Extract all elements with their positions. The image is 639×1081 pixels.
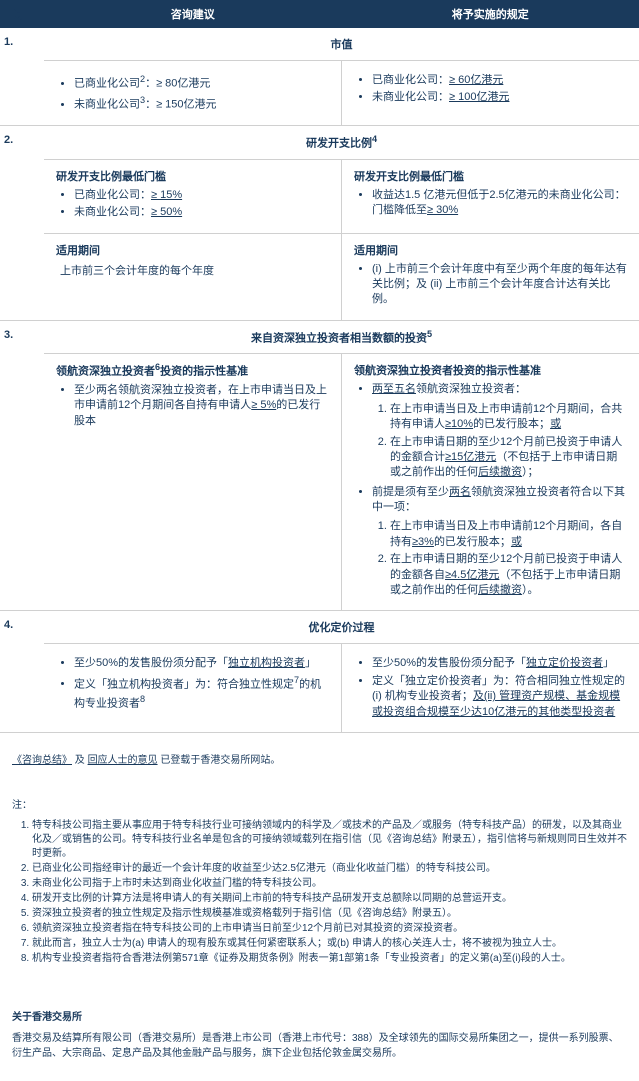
list-item: 至少两名领航资深独立投资者，在上市申请当日及上市申请前12个月期间各自持有申请人… xyxy=(74,383,329,429)
section-pricing: 4. 优化定价过程 至少50%的发售股份须分配予「独立机构投资者」 定义「独立机… xyxy=(0,611,639,733)
header-implement: 将予实施的规定 xyxy=(342,0,639,28)
section-title: 市值 xyxy=(44,28,639,61)
period-text: 上市前三个会计年度的每个年度 xyxy=(56,262,329,278)
list-item: 定义「独立定价投资者」为：符合相同独立性规定的(i) 机构专业投资者；及(ii)… xyxy=(372,674,627,720)
section-title: 优化定价过程 xyxy=(44,611,639,644)
list-item: 未商业化公司：≥ 50% xyxy=(74,205,329,220)
footnote: 就此而言，独立人士为(a) 申请人的现有股东或其任何紧密联系人；或(b) 申请人… xyxy=(32,937,627,951)
section-number: 2. xyxy=(0,126,44,320)
consultation-link-row: 《咨询总结》 及 回应人士的意见 已登载于香港交易所网站。 xyxy=(0,733,639,778)
section-rd-ratio: 2. 研发开支比例4 研发开支比例最低门槛 已商业化公司：≥ 15% 未商业化公… xyxy=(0,126,639,321)
about-title: 关于香港交易所 xyxy=(12,1010,627,1025)
section-title: 研发开支比例4 xyxy=(44,126,639,160)
implement-cell: 领航资深独立投资者投资的指示性基准 两至五名领航资深独立投资者： 在上市申请当日… xyxy=(342,354,639,610)
sub-label: 适用期间 xyxy=(56,242,329,258)
list-item: 两至五名领航资深独立投资者： 在上市申请当日及上市申请前12个月期间，合共持有申… xyxy=(372,382,627,480)
list-item: 在上市申请日期的至少12个月前已投资于申请人的金额合计≥15亿港元（不包括于上市… xyxy=(390,435,627,481)
consult-cell: 已商业化公司2：≥ 80亿港元 未商业化公司3：≥ 150亿港元 xyxy=(44,61,342,125)
section-number: 4. xyxy=(0,611,44,732)
list-item: 已商业化公司：≥ 15% xyxy=(74,188,329,203)
about-section: 关于香港交易所 香港交易及结算所有限公司（香港交易所）是香港上市公司（香港上市代… xyxy=(0,980,639,1081)
section-market-cap: 1. 市值 已商业化公司2：≥ 80亿港元 未商业化公司3：≥ 150亿港元 已… xyxy=(0,28,639,126)
consult-cell: 领航资深独立投资者6投资的指示性基准 至少两名领航资深独立投资者，在上市申请当日… xyxy=(44,354,342,610)
sub-label: 研发开支比例最低门槛 xyxy=(354,168,627,184)
list-item: 至少50%的发售股份须分配予「独立定价投资者」 xyxy=(372,656,627,671)
footnote: 特专科技公司指主要从事应用于特专科技行业可接纳领域内的科学及／或技术的产品及／或… xyxy=(32,819,627,861)
list-item: 前提是须有至少两名领航资深独立投资者符合以下其中一项： 在上市申请当日及上市申请… xyxy=(372,485,627,599)
sub-label: 领航资深独立投资者投资的指示性基准 xyxy=(354,362,627,378)
section-investors: 3. 来自资深独立投资者相当数额的投资5 领航资深独立投资者6投资的指示性基准 … xyxy=(0,321,639,612)
footnote: 已商业化公司指经审计的最近一个会计年度的收益至少达2.5亿港元（商业化收益门槛）… xyxy=(32,862,627,876)
list-item: 已商业化公司：≥ 60亿港元 xyxy=(372,73,627,88)
sub-label: 领航资深独立投资者6投资的指示性基准 xyxy=(56,362,329,379)
responses-link[interactable]: 回应人士的意见 xyxy=(88,755,158,766)
footnote: 机构专业投资者指符合香港法例第571章《证券及期货条例》附表一第1部第1条「专业… xyxy=(32,952,627,966)
notes-label: 注： xyxy=(12,798,627,813)
consult-cell: 至少50%的发售股份须分配予「独立机构投资者」 定义「独立机构投资者」为：符合独… xyxy=(44,644,342,732)
list-item: 定义「独立机构投资者」为：符合独立性规定7的机构专业投资者8 xyxy=(74,674,329,712)
section-number: 3. xyxy=(0,321,44,611)
table-header: 项目 咨询建议 将予实施的规定 xyxy=(0,0,639,28)
list-item: 至少50%的发售股份须分配予「独立机构投资者」 xyxy=(74,656,329,671)
footnote: 研发开支比例的计算方法是将申请人的有关期间上市前的特专科技产品研发开支总额除以同… xyxy=(32,892,627,906)
implement-cell: 至少50%的发售股份须分配予「独立定价投资者」 定义「独立定价投资者」为：符合相… xyxy=(342,644,639,732)
header-item: 项目 xyxy=(0,0,44,28)
implement-cell: 适用期间 (i) 上市前三个会计年度中有至少两个年度的每年达有关比例；及 (ii… xyxy=(342,234,639,320)
list-item: 已商业化公司2：≥ 80亿港元 xyxy=(74,73,329,92)
list-item: 在上市申请当日及上市申请前12个月期间，合共持有申请人≥10%的已发行股本；或 xyxy=(390,402,627,433)
sub-label: 适用期间 xyxy=(354,242,627,258)
list-item: (i) 上市前三个会计年度中有至少两个年度的每年达有关比例；及 (ii) 上市前… xyxy=(372,262,627,308)
list-item: 未商业化公司3：≥ 150亿港元 xyxy=(74,94,329,113)
list-item: 未商业化公司：≥ 100亿港元 xyxy=(372,90,627,105)
implement-cell: 已商业化公司：≥ 60亿港元 未商业化公司：≥ 100亿港元 xyxy=(342,61,639,125)
footnote: 领航资深独立投资者指在特专科技公司的上市申请当日前至少12个月前已对其投资的资深… xyxy=(32,922,627,936)
sub-label: 研发开支比例最低门槛 xyxy=(56,168,329,184)
consultation-link[interactable]: 《咨询总结》 xyxy=(12,755,72,766)
consult-cell: 研发开支比例最低门槛 已商业化公司：≥ 15% 未商业化公司：≥ 50% xyxy=(44,160,342,233)
about-body: 香港交易及结算所有限公司（香港交易所）是香港上市公司（香港上市代号：388）及全… xyxy=(12,1031,627,1061)
section-number: 1. xyxy=(0,28,44,125)
implement-cell: 研发开支比例最低门槛 收益达1.5 亿港元但低于2.5亿港元的未商业化公司：门槛… xyxy=(342,160,639,233)
list-item: 收益达1.5 亿港元但低于2.5亿港元的未商业化公司：门槛降低至≥ 30% xyxy=(372,188,627,219)
footnote: 未商业化公司指于上市时未达到商业化收益门槛的特专科技公司。 xyxy=(32,877,627,891)
consult-cell: 适用期间 上市前三个会计年度的每个年度 xyxy=(44,234,342,320)
list-item: 在上市申请日期的至少12个月前已投资于申请人的金额各自≥4.5亿港元（不包括于上… xyxy=(390,552,627,598)
footnotes: 注： 特专科技公司指主要从事应用于特专科技行业可接纳领域内的科学及／或技术的产品… xyxy=(0,778,639,980)
list-item: 在上市申请当日及上市申请前12个月期间，各自持有≥3%的已发行股本；或 xyxy=(390,519,627,550)
section-title: 来自资深独立投资者相当数额的投资5 xyxy=(44,321,639,355)
header-consult: 咨询建议 xyxy=(44,0,342,28)
footnote: 资深独立投资者的独立性规定及指示性规模基准或资格载列于指引信（见《咨询总结》附录… xyxy=(32,907,627,921)
